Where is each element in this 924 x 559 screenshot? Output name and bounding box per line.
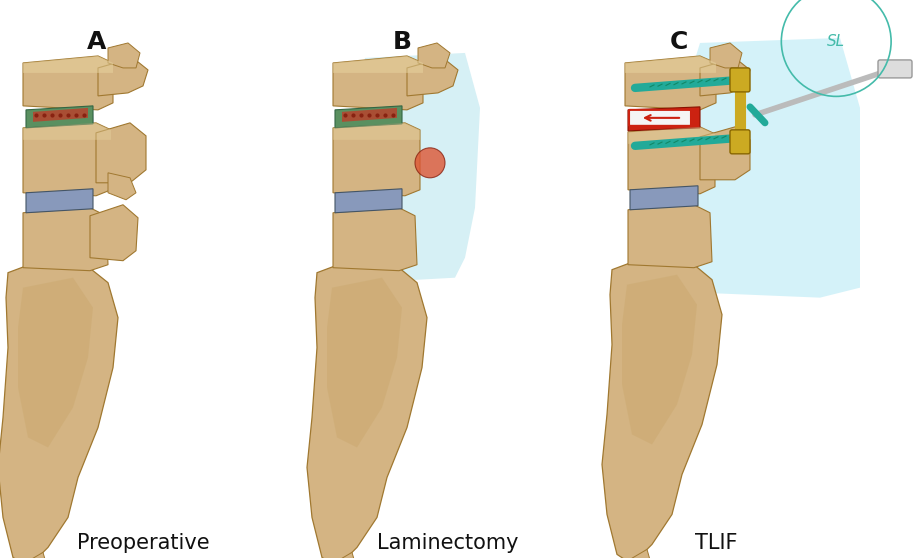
FancyBboxPatch shape <box>629 110 691 126</box>
Polygon shape <box>614 549 660 559</box>
Polygon shape <box>628 127 715 144</box>
Polygon shape <box>700 58 750 96</box>
Polygon shape <box>26 189 93 213</box>
Polygon shape <box>23 56 113 73</box>
Polygon shape <box>602 255 722 559</box>
FancyBboxPatch shape <box>878 60 912 78</box>
Polygon shape <box>10 552 56 559</box>
Polygon shape <box>333 123 420 140</box>
Circle shape <box>415 148 445 178</box>
Polygon shape <box>23 123 111 196</box>
Polygon shape <box>108 43 140 68</box>
Polygon shape <box>630 186 698 210</box>
Text: A: A <box>88 30 106 54</box>
Polygon shape <box>710 43 742 68</box>
Polygon shape <box>625 56 716 110</box>
Polygon shape <box>333 208 417 271</box>
Polygon shape <box>23 208 108 271</box>
Polygon shape <box>26 106 93 128</box>
Polygon shape <box>628 127 715 194</box>
Polygon shape <box>23 123 111 140</box>
Polygon shape <box>333 56 423 73</box>
Polygon shape <box>327 278 402 448</box>
Polygon shape <box>335 189 402 213</box>
Polygon shape <box>33 108 88 122</box>
Polygon shape <box>680 38 860 297</box>
Polygon shape <box>307 258 427 559</box>
Polygon shape <box>108 173 136 200</box>
Polygon shape <box>333 123 420 196</box>
FancyBboxPatch shape <box>730 68 750 92</box>
Polygon shape <box>98 58 148 96</box>
Polygon shape <box>628 107 700 131</box>
Polygon shape <box>628 205 712 268</box>
Text: TLIF: TLIF <box>695 533 737 553</box>
Polygon shape <box>335 106 402 128</box>
Polygon shape <box>333 56 423 110</box>
Text: Preoperative: Preoperative <box>77 533 210 553</box>
Polygon shape <box>319 552 365 559</box>
Polygon shape <box>0 258 118 559</box>
Polygon shape <box>342 108 397 122</box>
Polygon shape <box>23 56 113 110</box>
Polygon shape <box>700 127 750 180</box>
Polygon shape <box>625 56 716 73</box>
Text: B: B <box>393 30 411 54</box>
Polygon shape <box>90 205 138 260</box>
Polygon shape <box>18 278 93 448</box>
FancyBboxPatch shape <box>730 130 750 154</box>
Polygon shape <box>407 58 458 96</box>
Text: Laminectomy: Laminectomy <box>377 533 519 553</box>
Text: SL: SL <box>827 34 845 49</box>
Polygon shape <box>96 123 146 183</box>
Text: C: C <box>670 30 688 54</box>
Polygon shape <box>418 43 450 68</box>
Polygon shape <box>622 274 697 444</box>
Polygon shape <box>355 53 480 283</box>
Polygon shape <box>66 93 96 278</box>
